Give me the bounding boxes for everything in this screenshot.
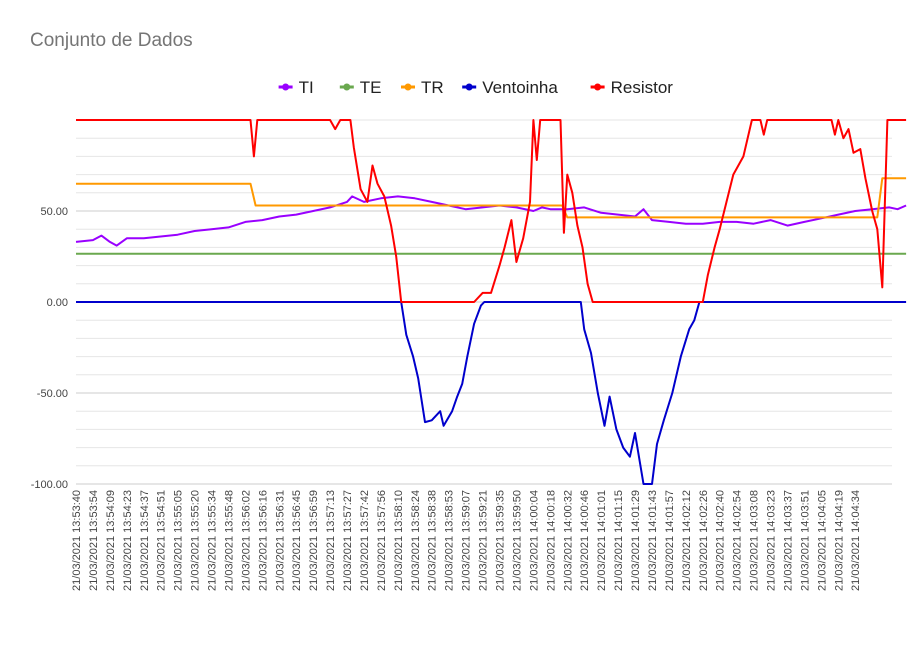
x-tick-label: 21/03/2021 14:00:46 <box>579 490 591 591</box>
x-tick-label: 21/03/2021 13:55:34 <box>207 490 219 591</box>
x-tick-label: 21/03/2021 13:53:54 <box>88 490 100 591</box>
x-tick-label: 21/03/2021 13:53:40 <box>71 490 83 591</box>
x-tick-label: 21/03/2021 14:00:04 <box>528 490 540 591</box>
x-tick-label: 21/03/2021 13:56:31 <box>274 490 286 591</box>
x-tick-label: 21/03/2021 14:00:18 <box>545 490 557 591</box>
x-tick-label: 21/03/2021 13:54:51 <box>156 490 168 591</box>
legend-marker <box>594 83 602 91</box>
x-tick-label: 21/03/2021 13:58:10 <box>393 490 405 591</box>
x-tick-label: 21/03/2021 13:57:27 <box>342 490 354 591</box>
legend-marker <box>343 83 351 91</box>
x-tick-label: 21/03/2021 13:54:23 <box>122 490 134 591</box>
legend-marker <box>465 83 473 91</box>
x-tick-label: 21/03/2021 14:02:12 <box>681 490 693 591</box>
x-tick-label: 21/03/2021 14:04:19 <box>833 490 845 591</box>
legend-label: TR <box>421 78 444 97</box>
x-tick-label: 21/03/2021 13:59:21 <box>478 490 490 591</box>
x-tick-label: 21/03/2021 13:56:02 <box>240 490 252 591</box>
x-tick-label: 21/03/2021 13:54:37 <box>139 490 151 591</box>
legend-label: Resistor <box>611 78 674 97</box>
legend-marker <box>404 83 412 91</box>
x-tick-label: 21/03/2021 14:02:40 <box>715 490 727 591</box>
x-tick-label: 21/03/2021 14:01:01 <box>596 490 608 591</box>
x-tick-label: 21/03/2021 13:57:42 <box>359 490 371 591</box>
legend: TI TE TR Ventoinha Resistor <box>278 78 674 97</box>
y-axis: -100.00 -50.00 0.00 50.00 <box>31 206 68 491</box>
legend-item-ventoinha[interactable]: Ventoinha <box>462 78 558 97</box>
x-axis: 21/03/2021 13:53:40 21/03/2021 13:53:54 21… <box>71 490 862 591</box>
legend-item-resistor[interactable]: Resistor <box>590 78 674 97</box>
x-tick-label: 21/03/2021 14:00:32 <box>562 490 574 591</box>
x-tick-label: 21/03/2021 13:58:24 <box>410 490 422 591</box>
x-tick-label: 21/03/2021 13:57:13 <box>325 490 337 591</box>
x-tick-label: 21/03/2021 14:04:05 <box>816 490 828 591</box>
x-tick-label: 21/03/2021 13:55:48 <box>223 490 235 591</box>
series-line-tr <box>76 177 907 219</box>
x-tick-label: 21/03/2021 14:03:08 <box>749 490 761 591</box>
series-line-resistor <box>76 119 907 303</box>
x-tick-label: 21/03/2021 13:56:16 <box>257 490 269 591</box>
x-tick-label: 21/03/2021 13:56:59 <box>308 490 320 591</box>
x-tick-label: 21/03/2021 13:59:07 <box>461 490 473 591</box>
x-tick-label: 21/03/2021 14:02:54 <box>732 490 744 591</box>
legend-label: TI <box>299 78 314 97</box>
x-tick-label: 21/03/2021 14:01:43 <box>647 490 659 591</box>
x-tick-label: 21/03/2021 13:54:09 <box>105 490 117 591</box>
chart-title: Conjunto de Dados <box>30 30 193 51</box>
y-tick-label: 0.00 <box>47 297 68 309</box>
x-tick-label: 21/03/2021 13:55:20 <box>190 490 202 591</box>
x-tick-label: 21/03/2021 13:55:05 <box>173 490 185 591</box>
x-tick-label: 21/03/2021 14:02:26 <box>698 490 710 591</box>
x-tick-label: 21/03/2021 14:04:34 <box>850 490 862 591</box>
y-tick-label: -100.00 <box>31 479 68 491</box>
x-tick-label: 21/03/2021 13:58:53 <box>444 490 456 591</box>
legend-item-ti[interactable]: TI <box>278 78 314 97</box>
x-tick-label: 21/03/2021 14:01:15 <box>613 490 625 591</box>
x-tick-label: 21/03/2021 13:56:45 <box>291 490 303 591</box>
series-lines <box>75 119 907 485</box>
x-tick-label: 21/03/2021 13:58:38 <box>427 490 439 591</box>
series-line-ti <box>75 195 907 247</box>
series-line-ventoinha <box>76 301 907 485</box>
x-tick-label: 21/03/2021 14:01:57 <box>664 490 676 591</box>
x-tick-label: 21/03/2021 14:03:51 <box>799 490 811 591</box>
x-tick-label: 21/03/2021 13:57:56 <box>376 490 388 591</box>
y-tick-label: 50.00 <box>40 206 68 218</box>
legend-marker <box>282 83 290 91</box>
legend-item-tr[interactable]: TR <box>401 78 444 97</box>
legend-label: TE <box>360 78 382 97</box>
legend-item-te[interactable]: TE <box>339 78 382 97</box>
y-tick-label: -50.00 <box>37 388 68 400</box>
x-tick-label: 21/03/2021 14:03:23 <box>766 490 778 591</box>
x-tick-label: 21/03/2021 13:59:50 <box>511 490 523 591</box>
x-tick-label: 21/03/2021 13:59:35 <box>495 490 507 591</box>
x-tick-label: 21/03/2021 14:03:37 <box>782 490 794 591</box>
legend-label: Ventoinha <box>482 78 558 97</box>
x-tick-label: 21/03/2021 14:01:29 <box>630 490 642 591</box>
